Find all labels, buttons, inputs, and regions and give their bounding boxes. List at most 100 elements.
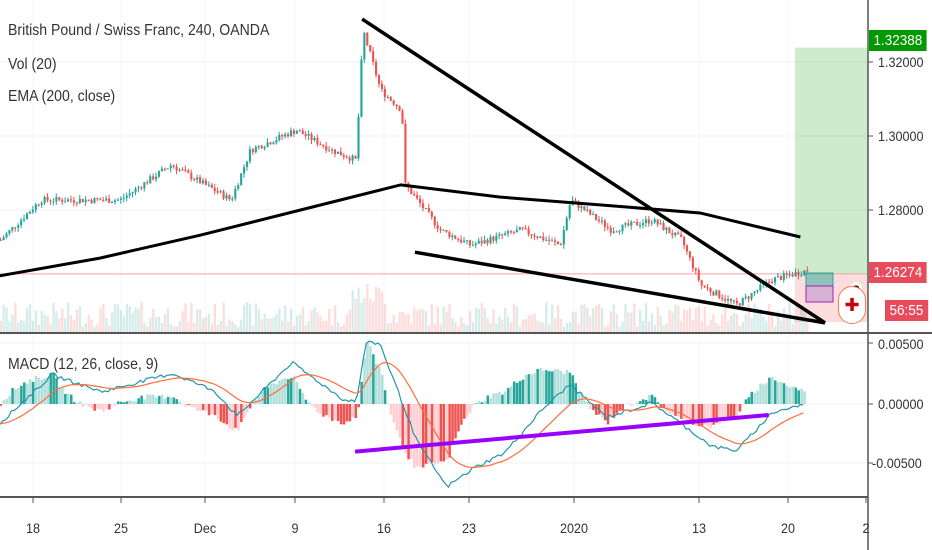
macd-histogram-bar xyxy=(8,395,11,404)
candle-body xyxy=(700,280,703,286)
volume-bar xyxy=(134,307,137,332)
macd-tick: 0.00500 xyxy=(878,336,924,352)
volume-bar xyxy=(665,323,668,332)
candle-body xyxy=(363,33,366,60)
symbol-title[interactable]: British Pound / Swiss Franc, 240, OANDA xyxy=(8,22,270,39)
candle-body xyxy=(442,229,445,231)
candle-body xyxy=(771,281,774,283)
vol-legend[interactable]: Vol (20) xyxy=(8,56,57,73)
macd-histogram-bar xyxy=(175,399,179,404)
volume-bar xyxy=(794,319,797,332)
candle-body xyxy=(157,171,161,177)
macd-histogram-bar xyxy=(333,404,337,420)
volume-bar xyxy=(345,314,349,332)
candle-body xyxy=(49,200,52,202)
macd-legend[interactable]: MACD (12, 26, close, 9) xyxy=(8,356,159,373)
candle-body xyxy=(389,96,392,101)
volume-bar xyxy=(140,302,143,332)
volume-bar xyxy=(363,298,366,332)
candle-body xyxy=(451,235,454,237)
volume-bar xyxy=(331,324,334,332)
volume-bar xyxy=(175,326,178,332)
candle-body xyxy=(152,176,155,180)
macd-histogram-bar xyxy=(216,404,220,420)
volume-bar xyxy=(313,307,316,332)
volume-bar xyxy=(559,318,563,332)
time-label: 2 xyxy=(862,520,870,536)
volume-bar xyxy=(55,310,58,332)
volume-bar xyxy=(375,286,378,332)
candle-body xyxy=(671,233,674,236)
macd-histogram-bar xyxy=(715,404,718,423)
volume-bar xyxy=(301,307,305,332)
candle-body xyxy=(562,230,565,245)
macd-histogram-bar xyxy=(331,404,334,421)
volume-bar xyxy=(580,305,583,332)
candle-body xyxy=(680,234,683,237)
macd-histogram-bar xyxy=(421,404,425,468)
candle-body xyxy=(489,236,492,244)
current-price-label: 1.26274 xyxy=(869,262,927,283)
uk-flag-icon[interactable]: ✚ xyxy=(838,286,866,324)
macd-histogram-bar xyxy=(295,381,299,404)
time-label: 25 xyxy=(113,520,129,536)
volume-bar xyxy=(521,319,525,332)
volume-bar xyxy=(157,316,161,332)
candle-body xyxy=(627,223,630,226)
volume-bar xyxy=(366,283,369,332)
candle-body xyxy=(565,218,568,231)
candle-body xyxy=(231,198,234,200)
macd-histogram-bar xyxy=(542,370,545,404)
candle-body xyxy=(2,237,5,241)
macd-histogram-bar xyxy=(201,404,205,411)
macd-histogram-bar xyxy=(310,404,314,406)
volume-bar xyxy=(131,313,134,332)
volume-bar xyxy=(641,320,645,332)
macd-histogram-bar xyxy=(630,404,633,406)
volume-bar xyxy=(612,304,615,332)
macd-histogram-bar xyxy=(351,404,355,417)
macd-histogram-bar xyxy=(803,391,806,404)
candle-body xyxy=(61,199,64,202)
volume-bar xyxy=(574,311,577,332)
price-tick: 1.32000 xyxy=(878,54,924,70)
candle-body xyxy=(401,110,404,124)
volume-bar xyxy=(685,310,689,332)
ema-legend[interactable]: EMA (200, close) xyxy=(8,88,116,105)
macd-histogram-bar xyxy=(210,404,214,414)
candle-body xyxy=(119,198,122,200)
candle-body xyxy=(398,106,401,111)
candle-body xyxy=(213,187,216,192)
signal-line xyxy=(0,362,804,468)
volume-bar xyxy=(336,322,340,332)
macd-histogram-bar xyxy=(152,394,155,404)
candle-body xyxy=(427,207,430,212)
candle-body xyxy=(14,227,17,229)
candle-body xyxy=(647,219,650,224)
candle-body xyxy=(729,299,733,302)
macd-histogram-bar xyxy=(67,393,70,404)
volume-bar xyxy=(463,323,466,332)
volume-bar xyxy=(125,304,129,332)
macd-histogram-bar xyxy=(40,379,44,404)
macd-histogram-bar xyxy=(735,404,739,417)
macd-histogram-bar xyxy=(0,404,3,406)
candle-body xyxy=(78,198,81,204)
volume-bar xyxy=(240,319,243,332)
volume-bar xyxy=(245,302,249,332)
macd-histogram-bar xyxy=(592,404,595,411)
macd-histogram-bar xyxy=(407,404,410,460)
macd-histogram-bar xyxy=(656,402,660,404)
volume-bar xyxy=(779,320,783,332)
macd-histogram-bar xyxy=(794,387,798,404)
macd-histogram-bar xyxy=(756,390,759,404)
volume-bar xyxy=(207,313,211,332)
volume-bar xyxy=(650,313,654,332)
macd-histogram-bar xyxy=(480,402,484,404)
volume-bar xyxy=(797,316,800,332)
volume-bar xyxy=(222,302,225,332)
volume-bar xyxy=(31,321,35,332)
volume-bar xyxy=(724,307,727,332)
